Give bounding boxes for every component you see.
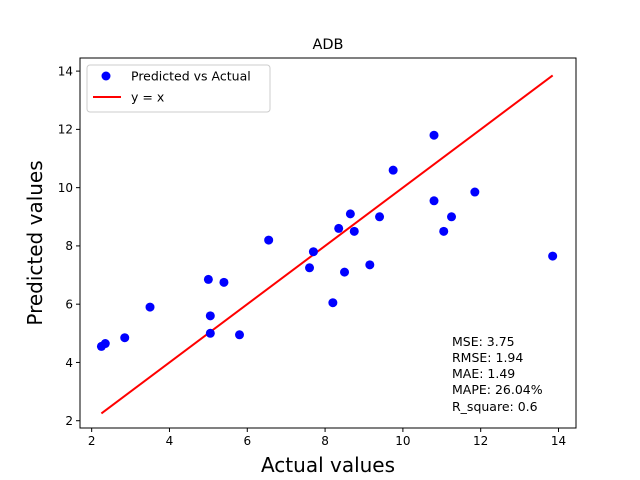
scatter-point <box>328 298 338 308</box>
scatter-point <box>205 311 215 321</box>
scatter-point <box>203 274 213 284</box>
x-axis-label: Actual values <box>261 453 395 477</box>
scatter-point <box>340 267 350 277</box>
scatter-point <box>439 226 449 236</box>
y-tick-label: 12 <box>58 123 73 137</box>
scatter-point <box>100 339 110 349</box>
scatter-point <box>429 196 439 206</box>
scatter-point <box>345 209 355 219</box>
scatter-point <box>447 212 457 222</box>
y-tick-label: 6 <box>65 297 73 311</box>
scatter-point <box>470 187 480 197</box>
identity-line <box>100 74 554 415</box>
stats-annotation: MSE: 3.75 RMSE: 1.94 MAE: 1.49 MAPE: 26.… <box>452 334 543 414</box>
stat-r-square: R_square: 0.6 <box>452 399 538 414</box>
x-axis-ticks: 2 4 6 8 10 12 14 <box>88 428 566 448</box>
scatter-point <box>145 302 155 312</box>
scatter-point <box>365 260 375 270</box>
scatter-point <box>334 223 344 233</box>
scatter-point <box>205 328 215 338</box>
x-tick-label: 6 <box>243 434 251 448</box>
y-axis-ticks: 2 4 6 8 10 12 14 <box>58 64 80 428</box>
scatter-point <box>375 212 385 222</box>
scatter-point <box>429 130 439 140</box>
stat-mse: MSE: 3.75 <box>452 334 515 349</box>
stat-mae: MAE: 1.49 <box>452 366 515 381</box>
y-tick-label: 14 <box>58 64 73 78</box>
x-tick-label: 10 <box>395 434 410 448</box>
plot-frame <box>79 57 577 429</box>
legend-label-predicted: Predicted vs Actual <box>131 69 251 84</box>
y-tick-label: 4 <box>65 356 73 370</box>
x-tick-label: 14 <box>551 434 566 448</box>
stat-mape: MAPE: 26.04% <box>452 382 543 397</box>
y-tick-label: 2 <box>65 414 73 428</box>
scatter-point <box>219 277 229 287</box>
legend-box <box>86 64 271 113</box>
scatter-point <box>388 165 398 175</box>
x-tick-label: 8 <box>321 434 329 448</box>
x-tick-label: 12 <box>473 434 488 448</box>
y-tick-label: 8 <box>65 239 73 253</box>
data-marks <box>96 74 558 415</box>
legend-label-identity: y = x <box>131 90 164 105</box>
y-tick-label: 10 <box>58 181 73 195</box>
scatter-point <box>235 330 244 340</box>
y-axis-label: Predicted values <box>23 160 47 325</box>
scatter-point <box>548 251 558 261</box>
x-tick-label: 2 <box>88 434 96 448</box>
scatter-point <box>305 263 315 273</box>
legend-scatter-marker <box>101 71 111 81</box>
scatter-point <box>308 247 318 257</box>
x-tick-label: 4 <box>166 434 174 448</box>
stat-rmse: RMSE: 1.94 <box>452 350 523 365</box>
scatter-point <box>120 333 130 343</box>
chart-title: ADB <box>312 37 343 53</box>
scatter-point <box>349 226 359 236</box>
legend: Predicted vs Actual y = x <box>86 64 271 113</box>
scatter-point <box>264 235 274 245</box>
